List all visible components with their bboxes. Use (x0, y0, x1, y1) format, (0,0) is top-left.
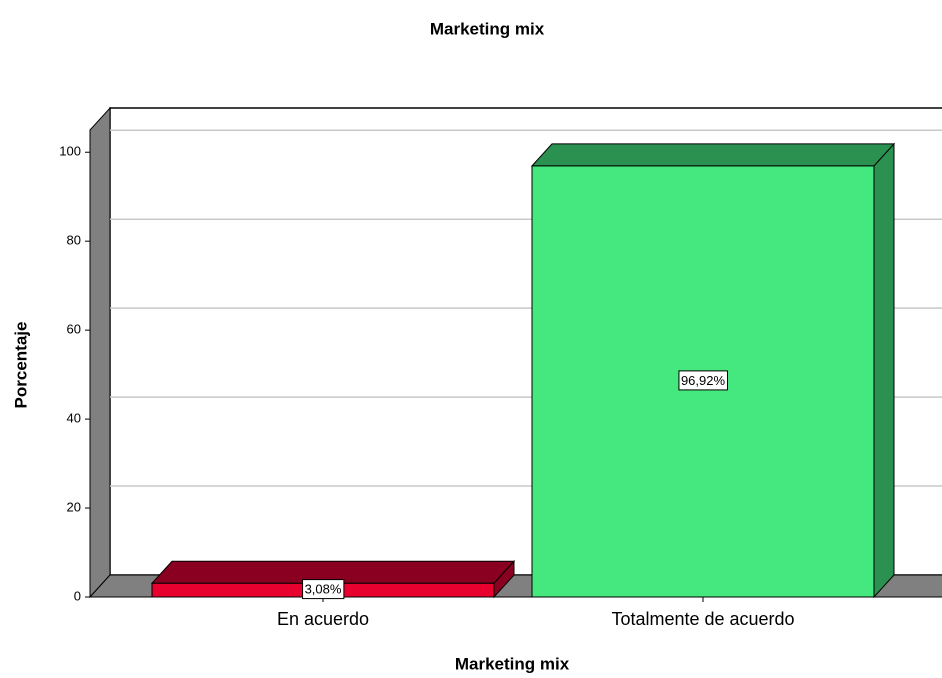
left-wall (89, 106, 111, 599)
y-tick-label: 60 (67, 322, 81, 337)
value-label-box (302, 579, 345, 600)
chart-title: Marketing mix (430, 19, 545, 38)
value-label: 96,92% (681, 373, 726, 388)
y-axis-title: Porcentaje (11, 322, 30, 409)
x-tick-label: En acuerdo (277, 609, 369, 629)
value-label: 3,08% (305, 582, 342, 597)
x-tick-label: Totalmente de acuerdo (611, 609, 794, 629)
y-tick-label: 0 (74, 588, 81, 603)
y-tick-label: 20 (67, 499, 81, 514)
y-tick-label: 80 (67, 233, 81, 248)
bar-side (873, 142, 895, 599)
bar-top (530, 143, 896, 167)
y-tick-label: 40 (67, 411, 81, 426)
x-axis-title: Marketing mix (455, 654, 570, 673)
y-tick-label: 100 (59, 144, 81, 159)
value-label-box (678, 370, 728, 391)
